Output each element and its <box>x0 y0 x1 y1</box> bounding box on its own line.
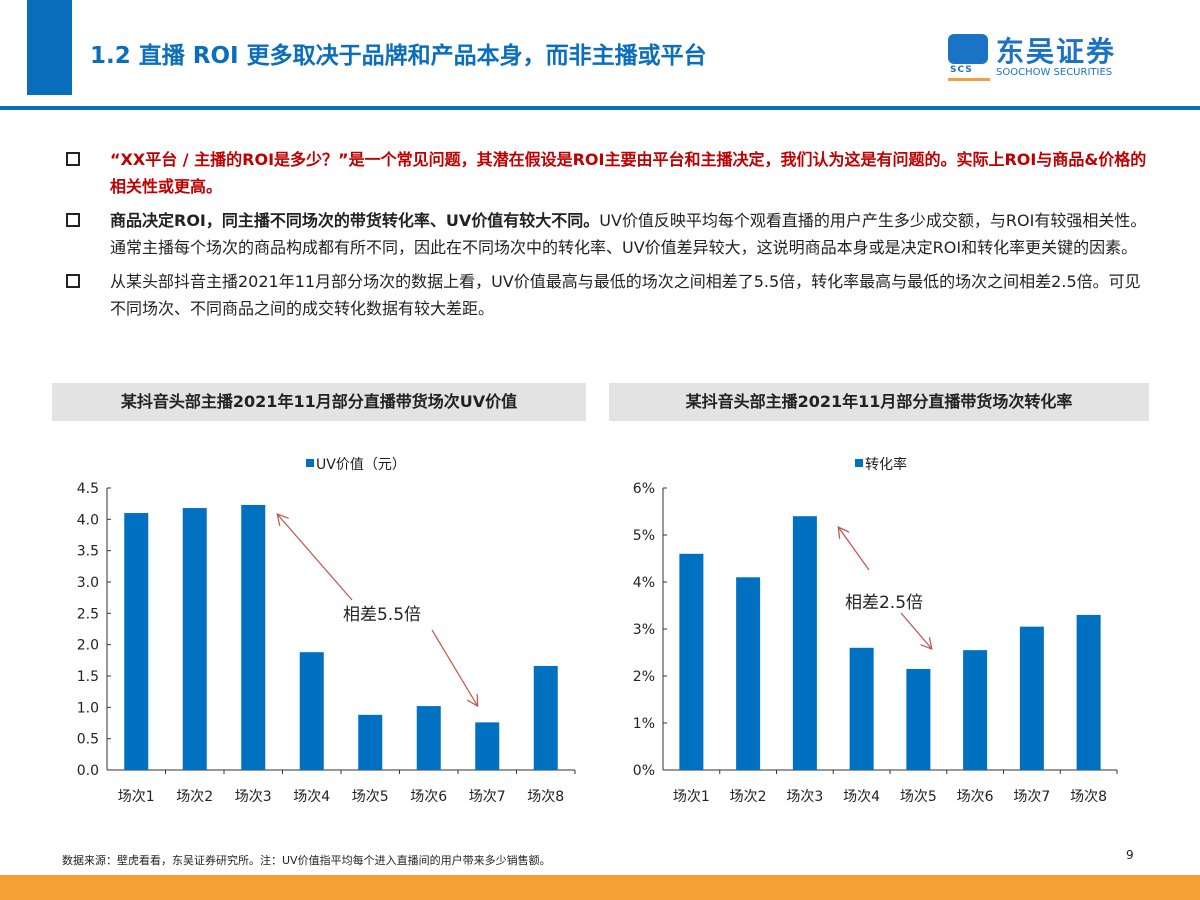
uv-value-chart: 0.0 0.5 1.0 1.5 2.0 2.5 3.0 3.5 4.0 4.5 场次1 场次2 场次3 场… <box>77 457 576 805</box>
x-tick-label: 场次4 <box>843 789 880 805</box>
bullet-item: “XX平台 / 主播的ROI是多少？”是一个常见问题，其潜在假设是ROI主要由平… <box>62 146 1152 200</box>
y-tick-label: 2.0 <box>77 638 99 654</box>
source-note: 数据来源：壁虎看看，东吴证券研究所。注：UV价值指平均每个进入直播间的用户带来多… <box>62 854 551 867</box>
bar <box>182 508 207 770</box>
y-tick-label: 2% <box>633 669 655 685</box>
logo-cn: 东吴证券 <box>996 35 1117 68</box>
bullet-list: “XX平台 / 主播的ROI是多少？”是一个常见问题，其潜在假设是ROI主要由平… <box>62 146 1152 329</box>
bullet-bold-text: 商品决定ROI，同主播不同场次的带货转化率、UV价值有较大不同。 <box>110 211 600 230</box>
bar <box>241 504 266 770</box>
y-tick-label: 5% <box>633 528 655 544</box>
bullet-item: 商品决定ROI，同主播不同场次的带货转化率、UV价值有较大不同。UV价值反映平均… <box>62 207 1152 261</box>
bar <box>679 553 704 770</box>
y-tick-label: 6% <box>633 481 655 497</box>
x-tick-label: 场次6 <box>410 789 447 805</box>
logo-mark-text: SCS <box>950 65 973 75</box>
page-number: 9 <box>1126 848 1134 862</box>
bar <box>906 668 931 770</box>
bar <box>416 706 441 770</box>
bar <box>124 513 149 770</box>
bar <box>963 650 988 770</box>
logo-mark-icon <box>948 34 988 64</box>
legend-label: 转化率 <box>865 456 907 473</box>
header-divider <box>0 106 1200 110</box>
footer-bar <box>0 875 1200 900</box>
y-tick-label: 0% <box>633 763 655 779</box>
header-accent-block <box>27 0 72 95</box>
logo-en: SOOCHOW SECURITIES <box>996 67 1113 78</box>
checkbox-bullet-icon <box>66 274 80 288</box>
company-logo: SCS 东吴证券 SOOCHOW SECURITIES <box>948 28 1148 83</box>
bar <box>299 652 324 770</box>
page-title: 1.2 直播 ROI 更多取决于品牌和产品本身，而非主播或平台 <box>90 43 707 69</box>
x-tick-label: 场次3 <box>235 789 272 805</box>
checkbox-bullet-icon <box>66 152 80 166</box>
bullet-text: 从某头部抖音主播2021年11月部分场次的数据上看，UV价值最高与最低的场次之间… <box>110 272 1141 318</box>
bar <box>533 665 558 770</box>
x-tick-label: 场次7 <box>469 789 506 805</box>
x-tick-label: 场次1 <box>118 789 155 805</box>
x-tick-label: 场次8 <box>527 789 564 805</box>
annotation-label: 相差5.5倍 <box>343 605 421 625</box>
annotation-label: 相差2.5倍 <box>845 593 923 613</box>
chart-title-uv: 某抖音头部主播2021年11月部分直播带货场次UV价值 <box>52 383 586 421</box>
logo-underline <box>948 78 990 81</box>
annotation-arrow <box>431 629 477 705</box>
y-tick-label: 1.5 <box>77 669 99 685</box>
y-tick-label: 0.5 <box>77 732 99 748</box>
y-tick-label: 3% <box>633 622 655 638</box>
checkbox-bullet-icon <box>66 213 80 227</box>
bullet-item: 从某头部抖音主播2021年11月部分场次的数据上看，UV价值最高与最低的场次之间… <box>62 268 1152 322</box>
bar <box>792 516 817 770</box>
conversion-rate-chart: 0% 1% 2% 3% 4% 5% 6% 场次1 场次2 场次3 场次4 场次5 场次6 场次7 场次8 转化… <box>633 456 1118 805</box>
y-tick-label: 1% <box>633 716 655 732</box>
chart-title-conversion: 某抖音头部主播2021年11月部分直播带货场次转化率 <box>609 383 1149 421</box>
y-tick-label: 2.5 <box>77 606 99 622</box>
x-tick-label: 场次5 <box>352 789 389 805</box>
bar <box>475 722 500 770</box>
y-tick-label: 4.5 <box>77 481 99 497</box>
x-tick-label: 场次2 <box>730 789 767 805</box>
x-tick-label: 场次1 <box>673 789 710 805</box>
bar <box>849 647 874 770</box>
x-tick-label: 场次4 <box>293 789 330 805</box>
annotation-arrow <box>278 515 353 601</box>
x-tick-label: 场次6 <box>957 789 994 805</box>
bar <box>1076 614 1101 770</box>
x-tick-label: 场次5 <box>900 789 937 805</box>
bar <box>1019 626 1044 770</box>
legend-label: UV价值（元） <box>316 457 406 473</box>
y-tick-label: 4.0 <box>77 512 99 528</box>
y-tick-label: 1.0 <box>77 700 99 716</box>
bullet-text: UV价值反映平均每个观看直播的用户产生多少成交额，与ROI有较强相关性。通常主播… <box>110 211 1147 257</box>
y-tick-label: 4% <box>633 575 655 591</box>
x-tick-label: 场次8 <box>1070 789 1107 805</box>
y-tick-label: 3.0 <box>77 575 99 591</box>
bar <box>358 714 383 770</box>
x-tick-label: 场次7 <box>1013 789 1050 805</box>
x-tick-label: 场次3 <box>786 789 823 805</box>
legend-swatch <box>306 459 314 467</box>
bar <box>736 577 761 770</box>
y-tick-label: 0.0 <box>77 763 99 779</box>
y-tick-label: 3.5 <box>77 544 99 560</box>
x-tick-label: 场次2 <box>176 789 213 805</box>
legend-swatch <box>855 459 863 467</box>
annotation-arrow <box>839 528 870 571</box>
bullet-red-text: “XX平台 / 主播的ROI是多少？”是一个常见问题，其潜在假设是ROI主要由平… <box>110 150 1147 196</box>
annotation-arrow <box>900 612 931 648</box>
